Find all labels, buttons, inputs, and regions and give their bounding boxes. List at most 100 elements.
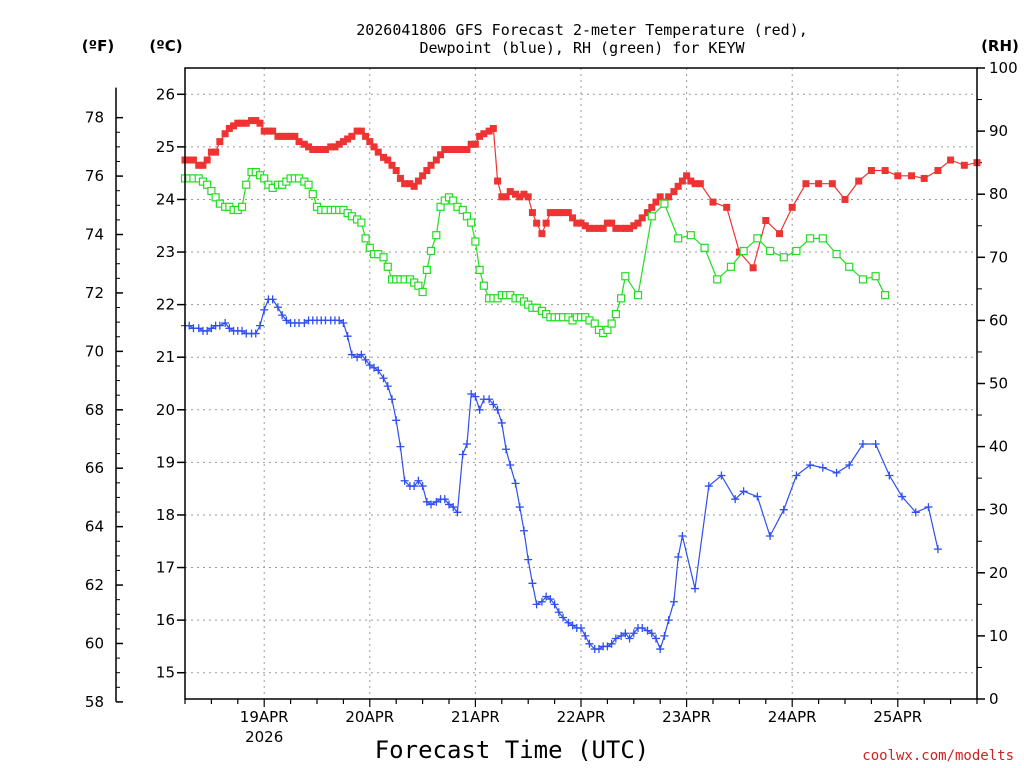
dewpoint-point — [550, 600, 559, 609]
rh-tick-label: 60 — [989, 311, 1008, 329]
dewpoint-point — [383, 382, 392, 391]
rh-point — [792, 246, 801, 256]
temperature-point — [644, 209, 652, 217]
temperature-point — [638, 214, 646, 222]
dewpoint-point — [832, 468, 841, 477]
rh-tick-label: 80 — [989, 185, 1008, 203]
temperature-point — [384, 156, 392, 164]
dewpoint-point — [669, 597, 678, 606]
dewpoint-point — [458, 450, 467, 459]
temperature-point — [321, 146, 329, 154]
dewpoint-point — [871, 439, 880, 448]
rh-point — [611, 309, 620, 319]
fahrenheit-tick-label: 78 — [85, 109, 104, 127]
celsius-tick-label: 20 — [156, 401, 175, 419]
celsius-tick-label: 26 — [156, 85, 175, 103]
dewpoint-point — [818, 463, 827, 472]
dewpoint-point — [678, 531, 687, 540]
temperature-point — [335, 140, 343, 148]
rh-tick-label: 40 — [989, 438, 1008, 456]
temperature-point — [419, 172, 427, 180]
fahrenheit-axis: 58 60 62 64 66 68 70 72 74 76 78 — [85, 87, 123, 711]
temperature-point — [353, 127, 361, 135]
temperature-series — [181, 117, 981, 272]
temperature-point — [199, 161, 207, 169]
fahrenheit-tick-label: 70 — [85, 342, 104, 360]
temperature-point — [828, 180, 836, 188]
temperature-point — [612, 224, 620, 232]
time-tick-label: 25APR — [873, 708, 922, 726]
rh-tick-label: 30 — [989, 501, 1008, 519]
temperature-point — [274, 132, 282, 140]
dewpoint-point — [268, 295, 277, 304]
rh-point — [832, 250, 841, 259]
temperature-point — [506, 188, 514, 196]
temperature-point — [189, 156, 197, 164]
temperature-point — [564, 209, 572, 217]
temperature-point — [291, 132, 299, 140]
dewpoint-point — [664, 616, 673, 625]
dewpoint-point — [335, 316, 344, 325]
dewpoint-point — [779, 505, 788, 514]
temperature-point — [212, 148, 220, 156]
temperature-point — [362, 132, 370, 140]
temperature-point — [569, 214, 577, 222]
celsius-tick-label: 23 — [156, 243, 175, 261]
rh-point — [365, 243, 374, 252]
temperature-point — [617, 224, 625, 232]
dewpoint-point — [365, 361, 374, 370]
temperature-point — [595, 224, 603, 232]
rh-point — [432, 231, 441, 240]
temperature-point — [608, 219, 616, 227]
fahrenheit-tick-label: 66 — [85, 459, 104, 477]
temperature-point — [687, 177, 695, 185]
celsius-tick-label: 24 — [156, 190, 175, 208]
temperature-point — [441, 146, 449, 154]
rh-axis: 0 10 20 30 40 50 60 70 80 90 100 — [977, 59, 1018, 708]
rh-point — [753, 234, 762, 243]
rh-tick-label: 70 — [989, 248, 1008, 266]
rh-point — [418, 287, 427, 297]
dewpoint-point — [370, 363, 379, 372]
rh-point — [203, 180, 212, 189]
dewpoint-point — [410, 482, 419, 491]
dewpoint-point — [300, 319, 309, 328]
dewpoint-point — [453, 508, 462, 517]
temperature-point — [331, 143, 339, 151]
dewpoint-point — [343, 332, 352, 341]
dewpoint-point — [347, 350, 356, 359]
dewpoint-point — [674, 553, 683, 562]
dewpoint-point — [207, 324, 216, 333]
temperature-point — [388, 161, 396, 169]
temperature-point — [559, 209, 567, 217]
rh-point — [211, 193, 220, 202]
dewpoint-point — [933, 545, 942, 554]
dewpoint-point — [374, 366, 383, 375]
temperature-point — [776, 230, 784, 238]
temperature-point — [591, 224, 599, 232]
temperature-point — [366, 138, 374, 146]
dewpoint-point — [278, 311, 287, 320]
temperature-point — [305, 143, 313, 151]
temperature-point — [723, 203, 731, 211]
time-tick-label: 23APR — [662, 708, 711, 726]
temperature-point — [449, 146, 457, 154]
temperature-point — [374, 148, 382, 156]
rh-point — [260, 174, 269, 183]
rh-unit-label: (RH) — [981, 37, 1019, 55]
temperature-point — [476, 132, 484, 140]
fahrenheit-tick-label: 60 — [85, 634, 104, 652]
dewpoint-point — [731, 495, 740, 504]
dewpoint-point — [528, 579, 537, 588]
temperature-point — [524, 193, 532, 201]
temperature-point — [881, 167, 889, 175]
dewpoint-point — [392, 416, 401, 425]
celsius-tick-label: 22 — [156, 296, 175, 314]
fahrenheit-tick-label: 64 — [85, 518, 104, 536]
temperature-point — [577, 219, 585, 227]
temperature-point — [920, 174, 928, 182]
temperature-point — [295, 138, 303, 146]
temperature-point — [908, 172, 916, 180]
dewpoint-point — [357, 350, 366, 359]
